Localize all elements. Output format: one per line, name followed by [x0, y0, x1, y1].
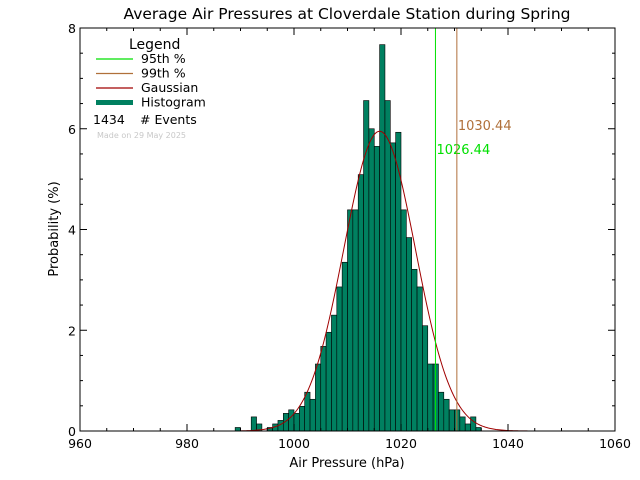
x-tick-label: 980	[175, 436, 199, 451]
y-tick-label: 8	[68, 21, 76, 36]
legend-label: 95th %	[141, 51, 186, 66]
histogram-bar	[379, 44, 386, 432]
histogram-bar	[406, 237, 413, 432]
histogram-bar	[336, 286, 343, 432]
percentile-lines: 1026.44 1030.44	[434, 28, 512, 431]
histogram-bar	[384, 100, 391, 432]
histogram-bar	[299, 406, 306, 432]
histogram-bar	[234, 427, 241, 432]
histogram-bar	[309, 398, 316, 432]
histogram-bar	[427, 363, 434, 432]
legend-label: Gaussian	[141, 80, 198, 95]
legend-title: Legend	[129, 37, 180, 53]
histogram-bar	[373, 146, 380, 432]
histogram-bar	[411, 268, 418, 432]
legend-label: 99th %	[141, 66, 186, 81]
histogram-bar	[400, 209, 407, 432]
histogram-bar	[368, 128, 375, 432]
histogram-bar	[459, 416, 466, 432]
y-tick-label: 0	[68, 424, 76, 439]
x-tick-label: 1040	[492, 436, 524, 451]
histogram-bar	[315, 363, 322, 432]
histogram-bar	[331, 314, 338, 432]
y-tick-label: 2	[68, 323, 76, 338]
histogram-bar	[320, 346, 327, 432]
histogram-bar	[475, 427, 482, 432]
chart-title: Average Air Pressures at Cloverdale Stat…	[124, 5, 571, 23]
x-tick-label: 960	[68, 436, 92, 451]
histogram-bar	[341, 261, 348, 432]
histogram-bar	[304, 391, 311, 432]
percentile-label: 1030.44	[458, 119, 512, 134]
histogram-bar	[438, 391, 445, 432]
histogram-bar	[464, 423, 471, 432]
x-tick-label: 1060	[599, 436, 631, 451]
y-tick-label: 6	[68, 122, 76, 137]
histogram-bar	[325, 331, 332, 432]
x-axis-ticks: 960 980 1000 1020 1040 1060	[68, 28, 631, 451]
histogram-bar	[443, 398, 450, 432]
y-axis-ticks: 0 2 4 6 8	[68, 21, 615, 439]
histogram-bar	[416, 286, 423, 432]
histogram-bar	[347, 209, 354, 432]
histogram-bar	[357, 174, 364, 432]
histogram-bar	[288, 409, 295, 432]
histogram-bar	[250, 416, 257, 432]
events-label: # Events	[140, 112, 197, 127]
histogram-bar	[448, 409, 455, 432]
histogram-bar	[293, 413, 300, 432]
x-axis-label: Air Pressure (hPa)	[289, 456, 404, 471]
made-on-note: Made on 29 May 2025	[97, 131, 186, 140]
gaussian-curve	[240, 130, 535, 432]
x-tick-label: 1020	[385, 436, 417, 451]
histogram-bars	[234, 44, 482, 432]
events-count: 1434	[93, 112, 125, 127]
legend-label: Histogram	[141, 95, 206, 110]
histogram-bar	[422, 325, 429, 432]
x-tick-label: 1000	[278, 436, 310, 451]
y-axis-label: Probability (%)	[47, 181, 62, 276]
histogram-bar	[470, 416, 477, 432]
histogram-bar	[389, 142, 396, 432]
y-tick-label: 4	[68, 223, 76, 238]
percentile-label: 1026.44	[436, 143, 490, 158]
histogram-bar	[352, 209, 359, 432]
